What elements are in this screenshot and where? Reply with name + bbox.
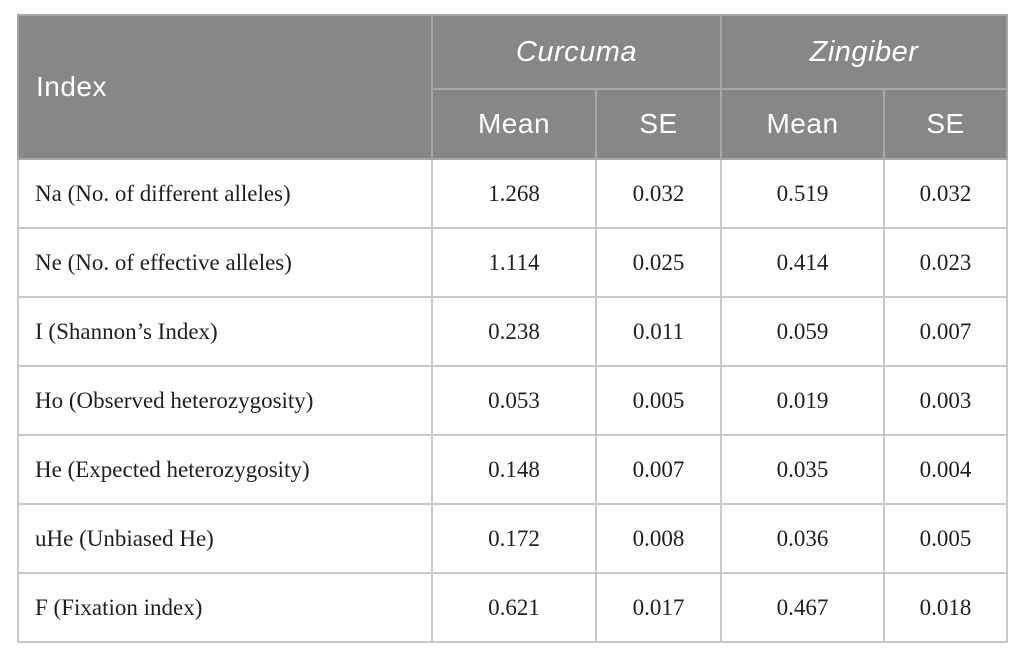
cell-value: 0.011 <box>595 296 722 367</box>
cell-value: 1.268 <box>431 158 597 229</box>
col-header-zingiber-mean: Mean <box>720 88 885 160</box>
table-row: He (Expected heterozygosity) 0.148 0.007… <box>17 434 1008 505</box>
cell-value: 0.414 <box>720 227 885 298</box>
table-row: Ne (No. of effective alleles) 1.114 0.02… <box>17 227 1008 298</box>
col-header-curcuma: Curcuma <box>431 14 722 90</box>
cell-value: 0.519 <box>720 158 885 229</box>
cell-value: 0.059 <box>720 296 885 367</box>
row-label-he: He (Expected heterozygosity) <box>17 434 433 505</box>
cell-value: 0.008 <box>595 503 722 574</box>
table-row: uHe (Unbiased He) 0.172 0.008 0.036 0.00… <box>17 503 1008 574</box>
table-row: Ho (Observed heterozygosity) 0.053 0.005… <box>17 365 1008 436</box>
col-header-curcuma-se: SE <box>595 88 722 160</box>
table-header: Index Curcuma Zingiber Mean SE Mean SE <box>17 14 1008 160</box>
cell-value: 0.005 <box>595 365 722 436</box>
cell-value: 0.148 <box>431 434 597 505</box>
header-group-row: Index Curcuma Zingiber <box>17 14 1008 160</box>
col-header-index: Index <box>17 14 433 160</box>
cell-value: 0.004 <box>883 434 1008 505</box>
cell-value: 1.114 <box>431 227 597 298</box>
cell-value: 0.032 <box>595 158 722 229</box>
cell-value: 0.017 <box>595 572 722 643</box>
cell-value: 0.032 <box>883 158 1008 229</box>
cell-value: 0.003 <box>883 365 1008 436</box>
genetic-diversity-table: Index Curcuma Zingiber Mean SE Mean SE N… <box>17 14 1008 643</box>
cell-value: 0.018 <box>883 572 1008 643</box>
table-row: F (Fixation index) 0.621 0.017 0.467 0.0… <box>17 572 1008 643</box>
cell-value: 0.238 <box>431 296 597 367</box>
header-sub-row: Mean SE Mean SE <box>18 88 1008 160</box>
cell-value: 0.023 <box>883 227 1008 298</box>
row-label-ho: Ho (Observed heterozygosity) <box>17 365 433 436</box>
cell-value: 0.007 <box>595 434 722 505</box>
cell-value: 0.172 <box>431 503 597 574</box>
cell-value: 0.025 <box>595 227 722 298</box>
col-header-curcuma-mean: Mean <box>431 88 597 160</box>
cell-value: 0.019 <box>720 365 885 436</box>
col-header-zingiber-se: SE <box>883 88 1008 160</box>
cell-value: 0.036 <box>720 503 885 574</box>
table-row: I (Shannon’s Index) 0.238 0.011 0.059 0.… <box>17 296 1008 367</box>
cell-value: 0.007 <box>883 296 1008 367</box>
cell-value: 0.621 <box>431 572 597 643</box>
cell-value: 0.035 <box>720 434 885 505</box>
row-label-uhe: uHe (Unbiased He) <box>17 503 433 574</box>
cell-value: 0.005 <box>883 503 1008 574</box>
col-header-zingiber: Zingiber <box>720 14 1008 90</box>
table-body: Na (No. of different alleles) 1.268 0.03… <box>17 158 1008 643</box>
cell-value: 0.053 <box>431 365 597 436</box>
cell-value: 0.467 <box>720 572 885 643</box>
table-row: Na (No. of different alleles) 1.268 0.03… <box>17 158 1008 229</box>
row-label-f: F (Fixation index) <box>17 572 433 643</box>
row-label-i: I (Shannon’s Index) <box>17 296 433 367</box>
row-label-na: Na (No. of different alleles) <box>17 158 433 229</box>
row-label-ne: Ne (No. of effective alleles) <box>17 227 433 298</box>
